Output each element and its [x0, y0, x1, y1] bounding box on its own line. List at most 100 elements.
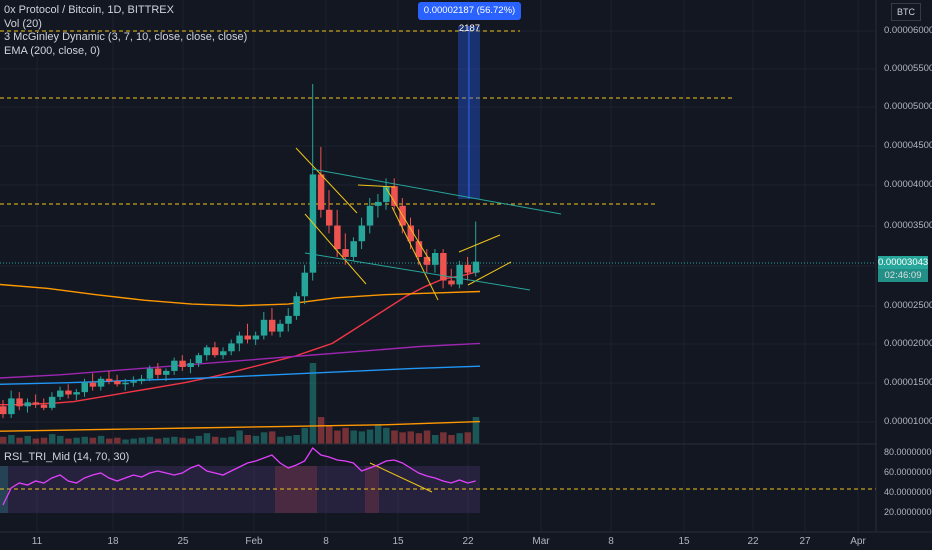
volume-bar: [187, 438, 194, 444]
time-tick-label: 25: [177, 536, 189, 547]
candle-body: [456, 264, 463, 285]
price-tick-label: 0.00004500: [884, 140, 932, 151]
volume-bar: [366, 429, 374, 444]
volume-bar: [301, 427, 309, 444]
legend-mcginley[interactable]: 3 McGinley Dynamic (3, 7, 10, close, clo…: [4, 31, 248, 43]
candle-body: [65, 390, 72, 395]
price-tick-label: 0.00005000: [884, 101, 932, 112]
volume-bar: [24, 435, 31, 444]
volume-bar: [399, 432, 406, 444]
volume-bar: [40, 437, 48, 444]
volume-bar: [342, 427, 349, 444]
volume-bar: [285, 435, 292, 444]
volume-bar: [423, 430, 431, 444]
candle-body: [350, 241, 357, 257]
rsi-line: [2, 447, 476, 506]
candle-body: [244, 335, 251, 340]
candle-body: [366, 205, 374, 226]
volume-bar: [122, 439, 129, 444]
legend-vol[interactable]: Vol (20): [4, 17, 42, 30]
candle-body: [179, 360, 186, 367]
volume-bar: [415, 433, 423, 444]
candle-body: [0, 406, 7, 415]
candle-body: [228, 343, 235, 352]
candle-body: [81, 382, 88, 393]
price-tick-label: 0.00004000: [884, 179, 932, 190]
trendline: [357, 184, 396, 188]
currency-button[interactable]: BTC: [891, 3, 921, 21]
chart-grid: [0, 0, 876, 532]
candle-body: [203, 347, 211, 356]
candle-body: [383, 186, 390, 202]
candle-body: [130, 381, 137, 383]
indicator-lines: [0, 270, 481, 432]
time-tick-label: Apr: [850, 536, 866, 547]
volume-bar: [138, 437, 146, 444]
time-tick-label: 15: [392, 536, 404, 547]
volume-bar: [456, 433, 463, 444]
volume-bar: [464, 432, 472, 444]
volume-bar: [236, 430, 243, 444]
time-tick-label: 18: [107, 536, 119, 547]
legend-ema[interactable]: EMA (200, close, 0): [4, 44, 100, 57]
volume-bar: [260, 432, 268, 444]
volume-bar: [8, 435, 15, 444]
volume-bar: [317, 417, 325, 444]
volume-bar: [391, 430, 398, 444]
horizontal-levels: [0, 30, 876, 264]
legend-symbol[interactable]: 0x Protocol / Bitcoin, 1D, BITTREX: [4, 4, 174, 16]
rsi-tick-label: 20.00000000: [884, 507, 932, 517]
candle-body: [236, 335, 243, 344]
candle-body: [293, 296, 300, 316]
candle-body: [40, 404, 48, 408]
volume-bar: [252, 435, 260, 444]
channel-line: [304, 252, 531, 291]
rsi-band: [0, 466, 876, 513]
price-tick-label: 0.00001000: [884, 416, 932, 427]
candle-body: [252, 335, 260, 340]
time-tick-label: Mar: [532, 536, 550, 547]
volume-bar: [431, 435, 439, 444]
candle-body: [407, 225, 414, 242]
candle-body: [114, 381, 121, 385]
candle-body: [277, 323, 284, 332]
trendline: [458, 234, 501, 253]
candle-body: [24, 402, 31, 407]
trendline: [295, 147, 358, 214]
time-tick-label: 22: [747, 536, 759, 547]
volume-bar: [179, 437, 186, 444]
candle-body: [48, 396, 56, 408]
candle-body: [195, 355, 203, 364]
candle-body: [97, 378, 105, 387]
mcginley-slow-line: [0, 365, 481, 385]
legend-rsi[interactable]: RSI_TRI_Mid (14, 70, 30): [4, 451, 130, 463]
volume-bars: [0, 363, 480, 444]
time-tick-label: Feb: [245, 536, 263, 547]
price-tick-label: 0.00005500: [884, 63, 932, 74]
candle-body: [16, 398, 23, 407]
price-tick-label: 0.00003500: [884, 220, 932, 231]
candle-body: [73, 392, 80, 395]
candle-body: [8, 398, 15, 415]
candle-body: [57, 390, 64, 397]
volume-bar: [0, 436, 7, 444]
volume-bar: [163, 437, 170, 444]
volume-bar: [277, 436, 284, 444]
rsi-tick-label: 40.00000000: [884, 487, 932, 497]
candle-body: [163, 370, 170, 375]
volume-bar: [374, 424, 382, 444]
candle-body: [32, 402, 40, 405]
rsi-series: [2, 447, 476, 506]
candle-body: [105, 378, 113, 382]
time-tick-label: 8: [323, 536, 329, 547]
price-tick-label: 0.00002000: [884, 338, 932, 349]
candle-body: [285, 315, 292, 324]
volume-bar: [326, 426, 333, 444]
volume-bar: [65, 438, 72, 444]
candle-body: [211, 347, 219, 356]
rsi-tick-label: 80.00000000: [884, 447, 932, 457]
volume-bar: [350, 430, 357, 444]
volume-bar: [114, 437, 121, 444]
volume-bar: [154, 438, 162, 444]
